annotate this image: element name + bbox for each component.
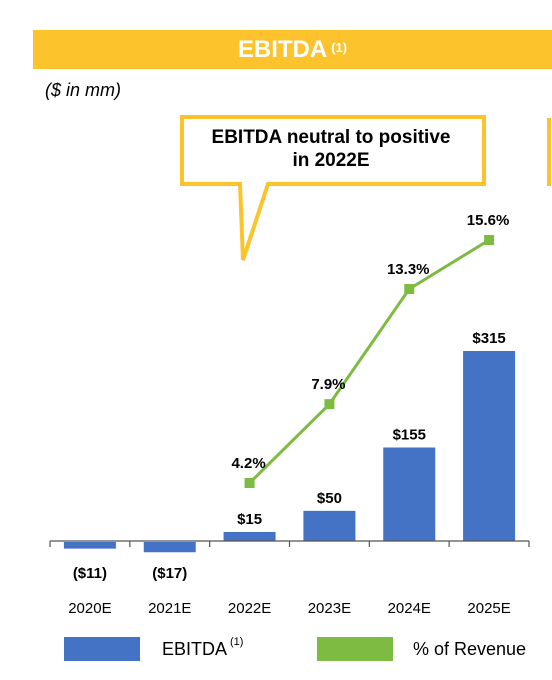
callout-text: EBITDA neutral to positive in 2022E (186, 126, 476, 172)
x-axis: 2020E 2021E 2022E 2023E 2024E 2025E (49, 540, 530, 617)
bar-2024E (383, 447, 436, 541)
bar-label-2023E: $50 (317, 490, 342, 507)
callout-line-1: EBITDA neutral to positive (211, 127, 451, 148)
x-tick-label-2022E: 2022E (228, 600, 271, 617)
title-banner: EBITDA (1) (33, 30, 552, 69)
line-point-2024E (404, 284, 415, 295)
bar-label-2025E: $315 (472, 330, 505, 347)
line-point-2025E (484, 235, 495, 245)
legend-footnote: (1) (230, 635, 244, 648)
revenue-pct-line (248, 238, 490, 485)
x-tick-label-2025E: 2025E (467, 600, 510, 617)
bar-label-2024E: $155 (393, 427, 426, 444)
line-point-2023E (324, 399, 335, 410)
callout-box (180, 115, 486, 261)
bar-2020E (63, 542, 116, 549)
legend-swatch-line (317, 637, 393, 661)
legend-item-ebitda: EBITDA (1) (64, 635, 244, 661)
legend-swatch-bar (64, 637, 140, 661)
line-label-2024E: 13.3% (387, 261, 430, 278)
legend-item-revenue: % of Revenue (317, 637, 526, 661)
x-tick-label-2023E: 2023E (308, 600, 351, 617)
line-point-2022E (244, 478, 255, 488)
x-tick-label-2024E: 2024E (388, 600, 431, 617)
line-label-2022E: 4.2% (231, 455, 265, 472)
data-labels: ($11) ($17) $15 $50 $155 $315 4.2% 7.9% 13.3% 15.… (73, 212, 510, 582)
bar-series (63, 351, 516, 553)
units-label: ($ in mm) (45, 80, 121, 100)
bar-2025E (463, 351, 516, 541)
bar-2023E (303, 510, 356, 541)
bar-2021E (143, 542, 196, 553)
title-footnote: (1) (331, 40, 348, 55)
legend-label-ebitda: EBITDA (1) (162, 635, 244, 660)
legend-text-ebitda: EBITDA (162, 638, 228, 659)
bar-label-2021E: ($17) (152, 565, 187, 582)
legend-text-revenue: % of Revenue (413, 638, 527, 659)
bar-label-2020E: ($11) (73, 565, 107, 582)
x-tick-label-2020E: 2020E (68, 600, 111, 617)
line-label-2025E: 15.6% (467, 212, 510, 229)
decorative-bar (547, 118, 551, 186)
bar-label-2022E: $15 (237, 511, 262, 528)
line-series (244, 235, 495, 488)
line-label-2023E: 7.9% (311, 376, 345, 393)
callout-line-2: in 2022E (292, 150, 370, 171)
x-tick-label-2021E: 2021E (148, 600, 191, 617)
bar-2022E (223, 531, 276, 541)
chart-title: EBITDA (237, 35, 328, 63)
